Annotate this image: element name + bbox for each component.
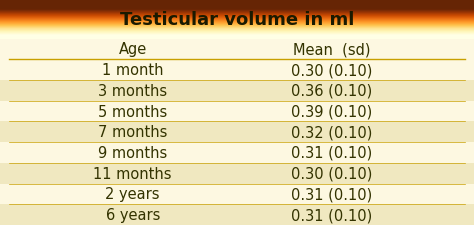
Bar	[0, 122, 474, 142]
Bar	[0, 184, 474, 204]
Bar	[0, 81, 474, 101]
Text: 0.32 (0.10): 0.32 (0.10)	[291, 125, 373, 140]
Bar	[0, 142, 474, 163]
Text: Testicular volume in ml: Testicular volume in ml	[120, 11, 354, 29]
Text: 11 months: 11 months	[93, 166, 172, 181]
Bar	[0, 39, 474, 60]
Bar	[0, 204, 474, 225]
Text: 0.39 (0.10): 0.39 (0.10)	[291, 104, 373, 119]
Text: 6 years: 6 years	[106, 207, 160, 222]
Text: 9 months: 9 months	[98, 145, 167, 160]
Text: Age: Age	[118, 42, 147, 57]
Bar	[0, 101, 474, 122]
Text: 7 months: 7 months	[98, 125, 167, 140]
Text: 0.31 (0.10): 0.31 (0.10)	[291, 187, 373, 202]
Text: 3 months: 3 months	[98, 83, 167, 98]
Bar	[0, 163, 474, 184]
Text: 0.31 (0.10): 0.31 (0.10)	[291, 207, 373, 222]
Text: 0.31 (0.10): 0.31 (0.10)	[291, 145, 373, 160]
Text: 0.30 (0.10): 0.30 (0.10)	[291, 63, 373, 78]
Text: 1 month: 1 month	[102, 63, 164, 78]
Bar	[0, 60, 474, 81]
Text: 5 months: 5 months	[98, 104, 167, 119]
Text: 0.36 (0.10): 0.36 (0.10)	[291, 83, 373, 98]
Text: 0.30 (0.10): 0.30 (0.10)	[291, 166, 373, 181]
Text: 2 years: 2 years	[106, 187, 160, 202]
Text: Mean  (sd): Mean (sd)	[293, 42, 371, 57]
